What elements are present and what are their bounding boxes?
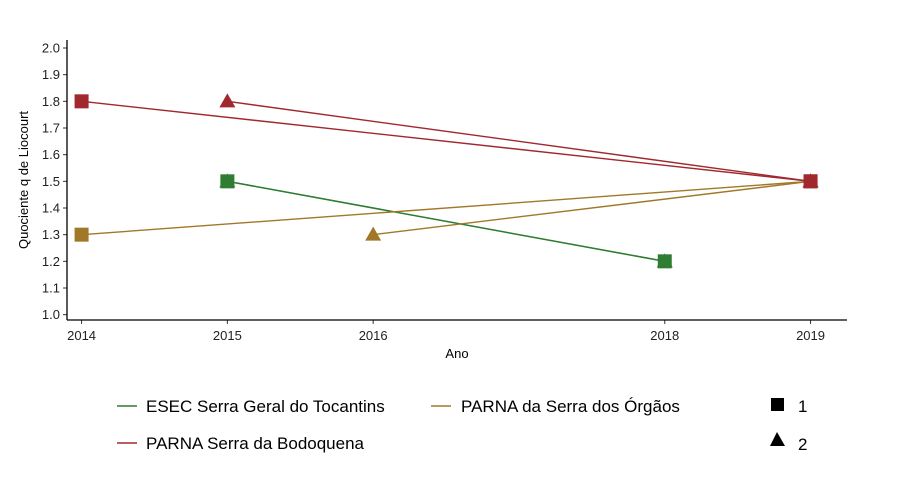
y-tick-label: 1.9 xyxy=(42,67,60,82)
y-tick-label: 2.0 xyxy=(42,41,60,56)
x-tick-label: 2015 xyxy=(213,328,242,343)
y-tick-label: 1.5 xyxy=(42,174,60,189)
y-tick-label: 1.1 xyxy=(42,281,60,296)
legend: ESEC Serra Geral do Tocantins PARNA da S… xyxy=(117,397,807,454)
y-tick-label: 1.7 xyxy=(42,121,60,136)
data-point-parna-serra-da-bodoquena-triangle xyxy=(802,173,819,188)
y-tick-label: 1.0 xyxy=(42,307,60,322)
x-tick-label: 2018 xyxy=(650,328,679,343)
x-tick-label: 2014 xyxy=(67,328,96,343)
y-axis-title: Quociente q de Liocourt xyxy=(16,111,31,249)
series-line-parna-serra-da-bodoquena-square xyxy=(81,100,811,183)
y-tick-label: 1.2 xyxy=(42,254,60,269)
series-line-parna-da-serra-dos-orgaos-square xyxy=(81,180,811,236)
series-line-esec-serra-geral-do-tocantins-triangle xyxy=(227,180,665,263)
x-tick-label: 2019 xyxy=(796,328,825,343)
legend-label-shape-2: 2 xyxy=(798,435,807,454)
x-axis-title: Ano xyxy=(445,346,468,361)
data-point-parna-serra-da-bodoquena-triangle xyxy=(219,93,236,108)
y-tick-label: 1.4 xyxy=(42,201,60,216)
x-axis-ticks: 2014 2015 2016 2018 2019 xyxy=(67,320,825,343)
legend-label-shape-1: 1 xyxy=(798,397,807,416)
legend-label-esec: ESEC Serra Geral do Tocantins xyxy=(146,397,385,416)
y-tick-label: 1.6 xyxy=(42,147,60,162)
legend-triangle-marker xyxy=(770,432,785,446)
series-line-parna-da-serra-dos-orgaos-triangle xyxy=(373,180,811,236)
legend-square-marker xyxy=(771,398,784,411)
data-point-parna-serra-da-bodoquena-square xyxy=(74,94,89,109)
series-line-parna-serra-da-bodoquena-triangle xyxy=(227,100,811,183)
data-point-parna-da-serra-dos-orgaos-triangle xyxy=(365,226,382,241)
y-tick-label: 1.3 xyxy=(42,227,60,242)
data-point-esec-serra-geral-do-tocantins-triangle xyxy=(656,253,673,268)
series-lines xyxy=(81,100,811,263)
y-axis-ticks: 1.0 1.1 1.2 1.3 1.4 1.5 1.6 1.7 1.8 1.9 2.0 xyxy=(42,41,67,322)
x-tick-label: 2016 xyxy=(359,328,388,343)
data-point-esec-serra-geral-do-tocantins-triangle xyxy=(219,173,236,188)
legend-label-bodoquena: PARNA Serra da Bodoquena xyxy=(146,434,365,453)
data-point-parna-da-serra-dos-orgaos-square xyxy=(74,227,89,242)
legend-label-orgaos: PARNA da Serra dos Órgãos xyxy=(461,397,680,416)
series-markers xyxy=(74,93,819,269)
y-tick-label: 1.8 xyxy=(42,94,60,109)
